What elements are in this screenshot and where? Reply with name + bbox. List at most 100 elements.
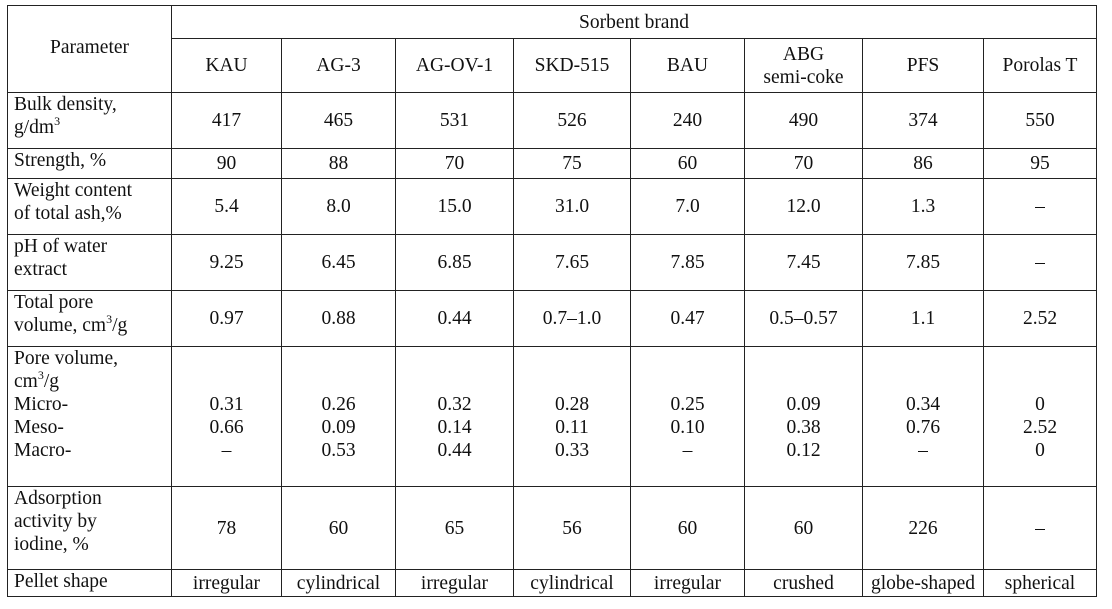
- table-cell: 7.85: [862, 234, 984, 291]
- table-row: pH of water extract 9.25 6.45 6.85 7.65 …: [7, 234, 1097, 291]
- table-cell: 6.85: [395, 234, 514, 291]
- sorbent-parameters-table: Parameter Sorbent brand KAU AG-3 AG-OV-1…: [7, 5, 1097, 597]
- row-label-unit: g/dm: [14, 117, 55, 138]
- row-label-line: Adsorption: [14, 488, 102, 509]
- table-row: Strength, % 90 88 70 75 60 70 86 95: [7, 148, 1097, 179]
- column-header-ag3: AG-3: [281, 38, 396, 93]
- table-cell: crushed: [744, 569, 863, 597]
- row-label-line: volume, cm3/g: [14, 311, 167, 337]
- table-cell: 0 2.52 0: [983, 346, 1097, 487]
- table-cell: 56: [513, 486, 631, 570]
- column-header-agov1: AG-OV-1: [395, 38, 514, 93]
- table-cell: 65: [395, 486, 514, 570]
- row-label-unit: volume, cm: [14, 315, 107, 336]
- row-label-line: iodine, %: [14, 534, 89, 555]
- meso-value: 0.38: [786, 417, 821, 438]
- table-cell: 374: [862, 92, 984, 149]
- column-label: AG-OV-1: [415, 55, 494, 76]
- row-label-line: Bulk density,: [14, 94, 117, 115]
- table-cell: 0.5–0.57: [744, 290, 863, 347]
- sub-label-meso: Meso-: [14, 417, 64, 438]
- superscript: 3: [37, 367, 44, 382]
- column-header-skd515: SKD-515: [513, 38, 631, 93]
- table-cell: 226: [862, 486, 984, 570]
- table-cell: 90: [171, 148, 282, 179]
- table-cell: 78: [171, 486, 282, 570]
- table-cell: 60: [630, 148, 745, 179]
- row-label-line: Weight content: [14, 180, 133, 201]
- micro-value: 0.25: [670, 394, 705, 415]
- table-cell: 1.1: [862, 290, 984, 347]
- table-cell: 0.09 0.38 0.12: [744, 346, 863, 487]
- table-row: Pore volume, cm3/g Micro- Meso- Macro- 0…: [7, 346, 1097, 487]
- table-cell: 0.34 0.76 –: [862, 346, 984, 487]
- column-header-pfs: PFS: [862, 38, 984, 93]
- table-cell: irregular: [630, 569, 745, 597]
- table-cell: –: [983, 486, 1097, 570]
- row-label-unit-tail: /g: [112, 315, 128, 336]
- table-cell: irregular: [171, 569, 282, 597]
- macro-value: –: [221, 440, 232, 461]
- sorbent-brand-header: Sorbent brand: [171, 5, 1097, 39]
- column-header-abg: ABG semi-coke: [744, 38, 863, 93]
- row-label-total-pore-volume: Total pore volume, cm3/g: [7, 290, 172, 347]
- table-cell: 0.97: [171, 290, 282, 347]
- macro-value: –: [682, 440, 693, 461]
- table-cell: 240: [630, 92, 745, 149]
- table-cell: 6.45: [281, 234, 396, 291]
- table-cell: 2.52: [983, 290, 1097, 347]
- table-cell: 7.45: [744, 234, 863, 291]
- parameter-header: Parameter: [7, 5, 172, 93]
- column-header-kau: KAU: [171, 38, 282, 93]
- table-cell: 31.0: [513, 178, 631, 235]
- row-label-line: of total ash,%: [14, 203, 122, 224]
- header-row-group: Parameter Sorbent brand: [7, 5, 1097, 93]
- table-cell: 60: [744, 486, 863, 570]
- column-label: BAU: [666, 55, 709, 76]
- table-cell: 0.44: [395, 290, 514, 347]
- row-label-line: cm3/g: [14, 367, 167, 393]
- table-row: Bulk density, g/dm3 417 465 531 526 240 …: [7, 92, 1097, 149]
- table-cell: 70: [395, 148, 514, 179]
- row-label-line: pH of water: [14, 236, 108, 257]
- macro-value: 0.53: [321, 440, 356, 461]
- table-cell: 0.28 0.11 0.33: [513, 346, 631, 487]
- superscript: 3: [106, 311, 113, 326]
- table-cell: 0.47: [630, 290, 745, 347]
- table-cell: cylindrical: [281, 569, 396, 597]
- table-cell: 60: [281, 486, 396, 570]
- table-cell: 0.32 0.14 0.44: [395, 346, 514, 487]
- table-cell: 0.25 0.10 –: [630, 346, 745, 487]
- table-cell: spherical: [983, 569, 1097, 597]
- row-label-line: g/dm3: [14, 115, 167, 139]
- row-label-ph: pH of water extract: [7, 234, 172, 291]
- table-cell: 526: [513, 92, 631, 149]
- table-row: Weight content of total ash,% 5.4 8.0 15…: [7, 178, 1097, 235]
- table-cell: 531: [395, 92, 514, 149]
- header-row-columns: KAU AG-3 AG-OV-1 SKD-515 BAU ABG semi-co…: [8, 38, 1097, 93]
- row-label-ash: Weight content of total ash,%: [7, 178, 172, 235]
- table-cell: 0.88: [281, 290, 396, 347]
- table-cell: 0.31 0.66 –: [171, 346, 282, 487]
- macro-value: 0.12: [786, 440, 821, 461]
- row-label-adsorption: Adsorption activity by iodine, %: [7, 486, 172, 570]
- sub-label-macro: Macro-: [14, 440, 72, 461]
- row-label-pore-volume: Pore volume, cm3/g Micro- Meso- Macro-: [7, 346, 172, 487]
- column-label: AG-3: [316, 55, 361, 76]
- table-cell: 1.3: [862, 178, 984, 235]
- column-header-porolas: Porolas T: [983, 38, 1097, 93]
- table-cell: 86: [862, 148, 984, 179]
- row-label-line: activity by: [14, 511, 97, 532]
- column-label: ABG: [782, 43, 825, 65]
- table-cell: 0.7–1.0: [513, 290, 631, 347]
- micro-value: 0.34: [905, 394, 941, 415]
- macro-value: 0.44: [437, 440, 472, 461]
- table-cell: cylindrical: [513, 569, 631, 597]
- macro-value: 0.33: [554, 440, 590, 461]
- table-cell: 75: [513, 148, 631, 179]
- micro-value: 0.26: [321, 394, 356, 415]
- meso-value: 0.09: [321, 417, 356, 438]
- row-label-line: extract: [14, 259, 68, 280]
- row-label-line: Pore volume,: [14, 348, 118, 369]
- meso-value: 0.76: [905, 417, 941, 438]
